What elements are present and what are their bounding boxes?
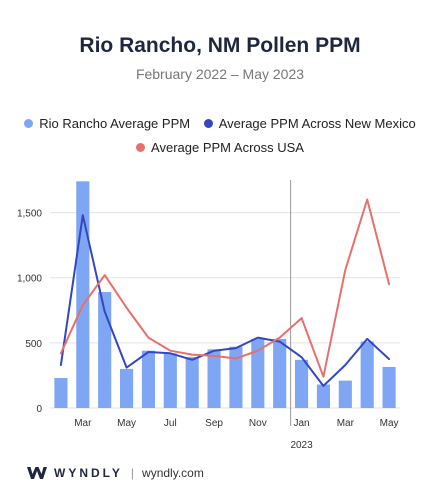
bar xyxy=(207,349,221,408)
bar xyxy=(338,380,352,408)
x-tick-label: Nov xyxy=(249,418,267,429)
bar xyxy=(229,346,243,408)
x-tick-label: Mar xyxy=(74,418,92,429)
legend-swatch-rio-rancho xyxy=(24,119,34,128)
x-tick-label: Jan xyxy=(294,418,310,429)
legend-label-usa: Average PPM Across USA xyxy=(151,140,304,155)
legend-swatch-usa xyxy=(136,143,146,152)
legend-item-new-mexico: Average PPM Across New Mexico xyxy=(203,116,416,131)
bar xyxy=(295,359,309,408)
footer-separator: | xyxy=(130,466,135,480)
bar xyxy=(185,357,199,408)
x-tick-label: May xyxy=(380,418,399,429)
new-mexico-line xyxy=(59,214,391,387)
bar xyxy=(120,368,134,408)
y-tick-label: 500 xyxy=(25,339,42,350)
legend-label-new-mexico: Average PPM Across New Mexico xyxy=(218,116,416,131)
y-tick-label: 1,000 xyxy=(17,274,42,285)
chart-subtitle: February 2022 – May 2023 xyxy=(135,66,305,82)
legend-row-2: Average PPM Across USA xyxy=(0,140,440,155)
bar xyxy=(382,366,396,408)
wyndly-logo-icon xyxy=(27,467,47,479)
bar xyxy=(273,338,287,408)
legend-label-rio-rancho: Rio Rancho Average PPM xyxy=(39,116,191,131)
bar xyxy=(251,338,265,408)
x-tick-label: Sep xyxy=(205,418,223,429)
bar xyxy=(360,341,374,408)
legend-item-rio-rancho: Rio Rancho Average PPM xyxy=(24,116,190,131)
bar xyxy=(163,353,177,408)
bar xyxy=(54,378,68,408)
x-tick-label: May xyxy=(117,418,136,429)
y-tick-label: 1,500 xyxy=(17,209,42,220)
usa-line xyxy=(59,198,391,378)
footer: WYNDLY | wyndly.com xyxy=(26,464,204,482)
legend-row-1: Rio Rancho Average PPM Average PPM Acros… xyxy=(0,116,440,131)
footer-link[interactable]: wyndly.com xyxy=(142,466,204,480)
x-tick-label: Jul xyxy=(164,418,177,429)
bar xyxy=(141,350,155,408)
year-label: 2023 xyxy=(290,440,313,451)
x-tick-label: Mar xyxy=(337,418,355,429)
brand-name: WYNDLY xyxy=(54,466,123,480)
chart-title: Rio Rancho, NM Pollen PPM xyxy=(79,34,361,57)
legend-item-usa: Average PPM Across USA xyxy=(136,140,304,155)
y-tick-label: 0 xyxy=(36,404,42,415)
legend-swatch-new-mexico xyxy=(203,119,213,128)
bar xyxy=(316,384,330,408)
